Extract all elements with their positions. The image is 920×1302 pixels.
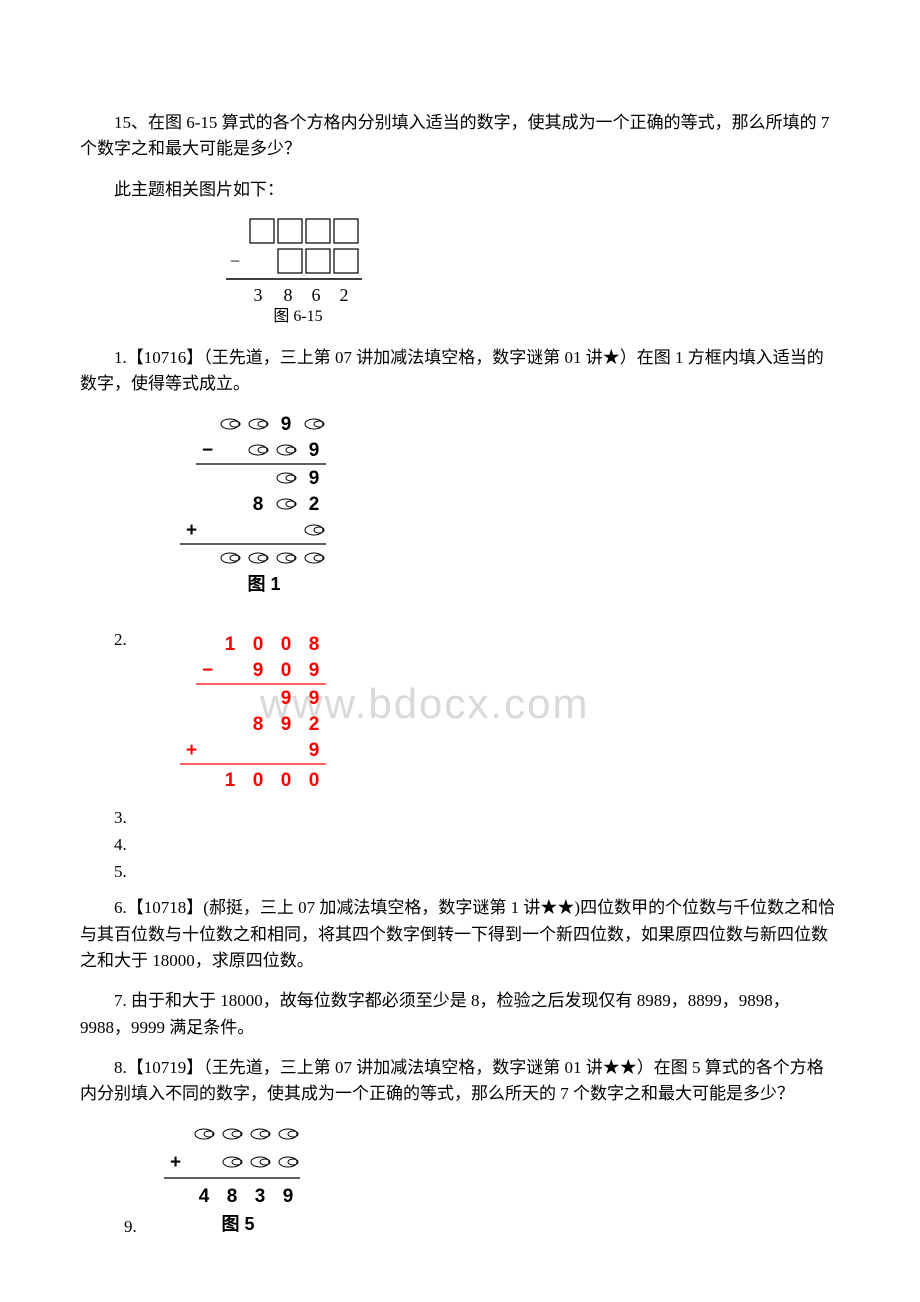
svg-text:1: 1 [225,634,236,655]
problem-15-subtext: 此主题相关图片如下： [80,177,840,203]
svg-text:−: − [202,660,213,681]
svg-text:0: 0 [253,634,264,655]
problem-1-text: 1.【10716】（王先道，三上第 07 讲加减法填空格，数字谜第 01 讲★）… [80,345,840,398]
ellipse-icon [279,1129,298,1139]
ellipse-icon [223,1129,242,1139]
ellipse-icon [195,1129,214,1139]
ellipse-icon [251,1129,270,1139]
list-item-4: 4. [80,831,840,858]
problem-6-text: 6.【10718】(郝挺，三上 07 加减法填空格，数字谜第 1 讲★★)四位数… [80,895,840,974]
ellipse-icon [249,445,268,455]
document-content: 15、在图 6-15 算式的各个方格内分别填入适当的数字，使其成为一个正确的等式… [80,110,840,1242]
svg-text:8: 8 [309,634,320,655]
list-item-3: 3. [80,804,840,831]
svg-text:0: 0 [309,770,320,791]
ellipse-icon [221,553,240,563]
svg-text:9: 9 [309,740,320,761]
svg-text:2: 2 [309,494,320,515]
list-item-2: 2. [114,630,158,654]
svg-text:图 5: 图 5 [221,1214,254,1234]
svg-text:4: 4 [199,1186,210,1207]
ellipse-icon [221,419,240,429]
svg-text:9: 9 [281,688,292,709]
svg-text:−: − [202,440,213,461]
ellipse-icon [249,419,268,429]
ellipse-icon [223,1157,242,1167]
svg-text:6: 6 [312,285,321,305]
svg-text:0: 0 [281,660,292,681]
minus-sign: − [230,251,240,271]
problem-7-text: 7. 由于和大于 18000，故每位数字都必须至少是 8，检验之后发现仅有 89… [80,988,840,1041]
svg-text:9: 9 [309,440,320,461]
problem-15-text: 15、在图 6-15 算式的各个方格内分别填入适当的数字，使其成为一个正确的等式… [80,110,840,163]
svg-text:0: 0 [281,634,292,655]
figure-5: + 4 8 3 9 图 5 9. [114,1122,840,1242]
svg-text:+: + [186,740,197,761]
svg-text:8: 8 [227,1186,238,1207]
ellipse-icon [277,473,296,483]
svg-text:2: 2 [309,714,320,735]
ellipse-icon [249,553,268,563]
ellipse-icon [277,553,296,563]
svg-text:9: 9 [309,468,320,489]
svg-text:9: 9 [309,688,320,709]
figure-6-15: − 3 8 6 2 图 6-15 [190,217,840,327]
svg-text:9: 9 [283,1186,294,1207]
figure-1: 9 − 9 9 8 2 + [140,412,840,612]
problem-8-text: 8.【10719】（王先道，三上第 07 讲加减法填空格，数字谜第 01 讲★★… [80,1055,840,1108]
list-item-5: 5. [80,858,840,885]
figure-red: 1 0 0 8 − 9 0 9 9 9 8 9 2 + 9 1 0 0 0 [140,632,840,812]
ellipse-icon [305,525,324,535]
svg-text:3: 3 [255,1186,266,1207]
ellipse-icon [279,1157,298,1167]
ellipse-icon [277,499,296,509]
svg-text:8: 8 [253,494,264,515]
ellipse-icon [305,419,324,429]
svg-text:图 6-15: 图 6-15 [273,308,322,325]
svg-text:3: 3 [254,285,263,305]
svg-text:8: 8 [253,714,264,735]
svg-text:9: 9 [253,660,264,681]
ellipse-icon [251,1157,270,1167]
svg-text:1: 1 [225,770,236,791]
svg-text:9: 9 [281,714,292,735]
svg-text:9.: 9. [124,1217,137,1236]
svg-text:2: 2 [340,285,349,305]
svg-text:图 1: 图 1 [247,574,280,594]
svg-text:+: + [186,520,197,541]
svg-text:8: 8 [284,285,293,305]
svg-text:0: 0 [281,770,292,791]
ellipse-icon [305,553,324,563]
svg-text:0: 0 [253,770,264,791]
ellipse-icon [277,445,296,455]
svg-text:9: 9 [309,660,320,681]
svg-text:+: + [170,1152,181,1173]
svg-text:9: 9 [281,414,292,435]
